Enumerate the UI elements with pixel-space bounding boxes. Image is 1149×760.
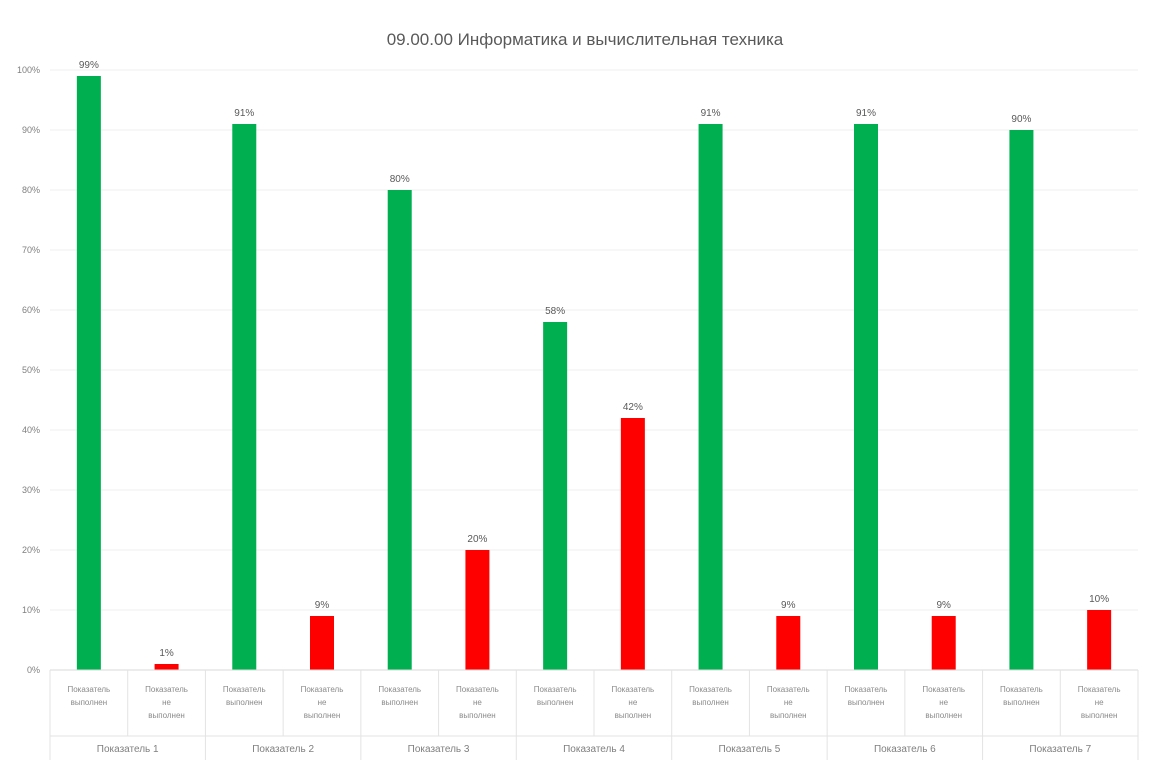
data-labels: 99% 1% 91% 9% 80% 20% 58% 42% 91% 9% 91% 9% 90% 10% bbox=[79, 60, 1109, 659]
bar bbox=[543, 322, 568, 670]
x-category-label: Показатель выполнен bbox=[378, 685, 421, 707]
bar bbox=[387, 190, 412, 670]
bar bbox=[854, 124, 878, 670]
y-tick-label: 30% bbox=[22, 485, 40, 495]
data-label: 99% bbox=[79, 60, 99, 71]
bar bbox=[465, 550, 490, 670]
bar bbox=[1009, 130, 1034, 670]
x-category-label: Показатель не выполнен bbox=[767, 685, 810, 720]
bar bbox=[310, 616, 334, 670]
bar bbox=[1087, 610, 1112, 670]
x-category-label: Показатель не выполнен bbox=[145, 685, 188, 720]
data-label: 80% bbox=[390, 174, 410, 185]
data-label: 20% bbox=[467, 534, 487, 545]
bar bbox=[776, 616, 801, 670]
data-label: 9% bbox=[781, 600, 796, 611]
y-axis-tick-labels: 0% 10% 20% 30% 40% 50% 60% 70% 80% 90% 100% bbox=[17, 65, 40, 675]
x-category-label: Показатель выполнен bbox=[845, 685, 888, 707]
data-label: 58% bbox=[545, 306, 565, 317]
bar bbox=[931, 616, 956, 670]
x-category-label: Показатель не выполнен bbox=[301, 685, 344, 720]
x-group-label: Показатель 5 bbox=[719, 744, 781, 755]
y-tick-label: 100% bbox=[17, 65, 40, 75]
bar bbox=[620, 418, 645, 670]
y-tick-label: 20% bbox=[22, 545, 40, 555]
y-tick-label: 40% bbox=[22, 425, 40, 435]
data-label: 90% bbox=[1011, 114, 1031, 125]
bar bbox=[698, 124, 723, 670]
data-label: 42% bbox=[623, 402, 643, 413]
y-tick-label: 60% bbox=[22, 305, 40, 315]
data-label: 91% bbox=[234, 108, 254, 119]
x-category-label: Показатель не выполнен bbox=[456, 685, 499, 720]
bar bbox=[154, 664, 179, 670]
x-group-label: Показатель 1 bbox=[97, 744, 159, 755]
y-tick-label: 80% bbox=[22, 185, 40, 195]
y-tick-label: 70% bbox=[22, 245, 40, 255]
data-label: 1% bbox=[159, 648, 174, 659]
bars bbox=[76, 76, 1112, 670]
gridlines bbox=[50, 69, 1138, 611]
x-group-label: Показатель 7 bbox=[1029, 744, 1091, 755]
data-label: 10% bbox=[1089, 594, 1109, 605]
data-label: 9% bbox=[315, 600, 330, 611]
x-axis: Показатель выполнен Показатель не выполнен По… bbox=[49, 669, 1139, 760]
x-category-label: Показатель выполнен bbox=[689, 685, 732, 707]
x-category-label: Показатель выполнен bbox=[223, 685, 266, 707]
x-group-label: Показатель 2 bbox=[252, 744, 314, 755]
data-label: 91% bbox=[856, 108, 876, 119]
bar bbox=[232, 124, 257, 670]
x-category-label: Показатель не выполнен bbox=[611, 685, 654, 720]
bar bbox=[76, 76, 101, 670]
x-group-label: Показатель 6 bbox=[874, 744, 936, 755]
x-category-label: Показатель не выполнен bbox=[1078, 685, 1121, 720]
data-label: 9% bbox=[936, 600, 951, 611]
x-group-label: Показатель 3 bbox=[408, 744, 470, 755]
y-tick-label: 90% bbox=[22, 125, 40, 135]
x-category-label: Показатель выполнен bbox=[534, 685, 577, 707]
x-category-label: Показатель не выполнен bbox=[922, 685, 965, 720]
y-tick-label: 0% bbox=[27, 665, 40, 675]
x-group-label: Показатель 4 bbox=[563, 744, 625, 755]
x-category-label: Показатель выполнен bbox=[1000, 685, 1043, 707]
y-tick-label: 10% bbox=[22, 605, 40, 615]
chart-title: 09.00.00 Информатика и вычислительная те… bbox=[387, 30, 784, 49]
data-label: 91% bbox=[701, 108, 721, 119]
x-category-label: Показатель выполнен bbox=[67, 685, 110, 707]
y-tick-label: 50% bbox=[22, 365, 40, 375]
